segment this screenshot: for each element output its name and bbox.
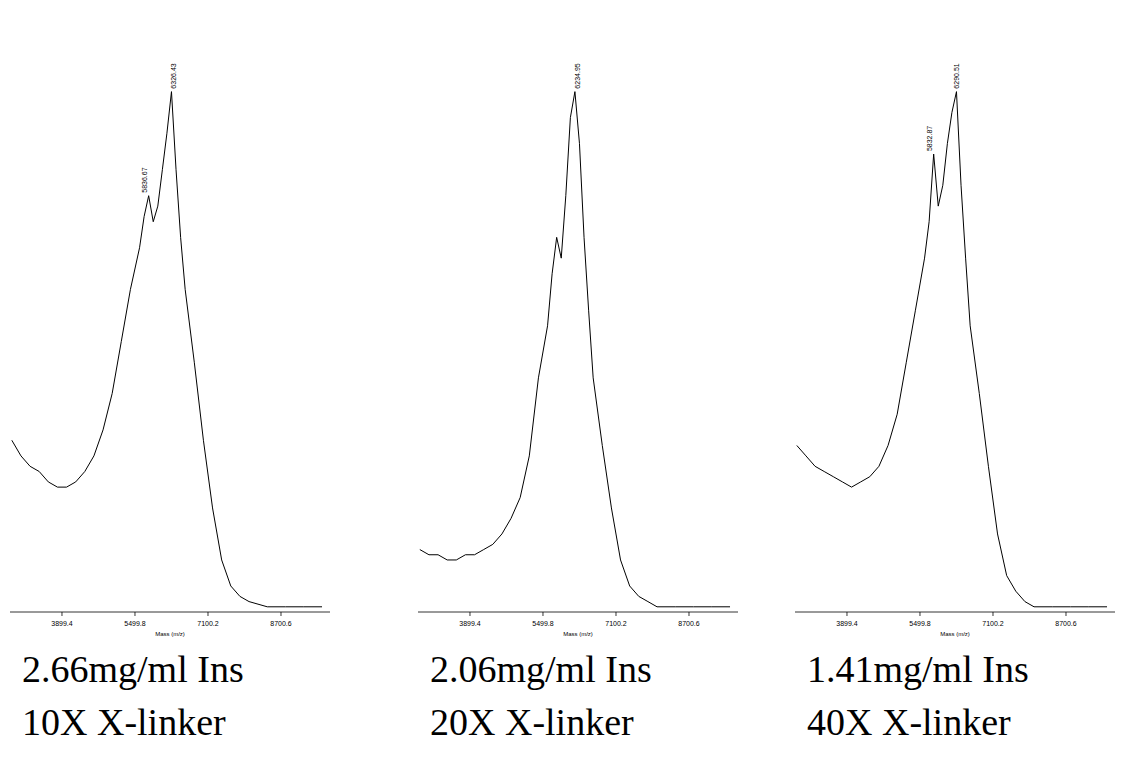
x-tick	[207, 612, 208, 616]
x-axis	[418, 612, 738, 613]
x-tick	[280, 612, 281, 616]
x-tick-label: 8700.6	[1055, 620, 1077, 627]
x-tick	[846, 612, 847, 616]
x-tick	[919, 612, 920, 616]
x-tick-label: 7100.2	[982, 620, 1004, 627]
caption-line-2: 40X X-linker	[807, 701, 1011, 743]
panel: 3899.4 5499.8 7100.2 8700.6 Mass (m/z) 6326.4…	[10, 63, 330, 743]
caption-line-2: 10X X-linker	[22, 701, 226, 743]
x-tick	[688, 612, 689, 616]
peak-label: 6326.43	[170, 63, 177, 88]
x-axis	[795, 612, 1115, 613]
caption-line-1: 2.66mg/ml Ins	[22, 648, 244, 690]
x-tick-label: 3899.4	[459, 620, 481, 627]
spectrum-line	[12, 92, 322, 607]
caption-line-2: 20X X-linker	[430, 701, 634, 743]
spectrum-line	[420, 92, 730, 607]
panel: 3899.4 5499.8 7100.2 8700.6 Mass (m/z) 6234.9…	[418, 63, 738, 743]
peak-label: 5836.67	[141, 167, 148, 192]
peak-label: 6290.51	[953, 63, 960, 88]
x-axis-title: Mass (m/z)	[940, 631, 970, 637]
peak-label: 5832.87	[926, 126, 933, 151]
x-tick	[542, 612, 543, 616]
x-axis	[10, 612, 330, 613]
x-tick-label: 8700.6	[270, 620, 292, 627]
plot-area	[12, 92, 322, 607]
x-tick-label: 8700.6	[678, 620, 700, 627]
x-tick	[992, 612, 993, 616]
x-tick	[1065, 612, 1066, 616]
x-tick	[134, 612, 135, 616]
x-axis-title: Mass (m/z)	[563, 631, 593, 637]
x-tick-label: 7100.2	[605, 620, 627, 627]
x-tick-label: 3899.4	[836, 620, 858, 627]
x-tick-label: 7100.2	[197, 620, 219, 627]
caption-line-1: 1.41mg/ml Ins	[807, 648, 1029, 690]
plot-area	[420, 92, 730, 607]
plot-area	[797, 92, 1107, 607]
x-tick	[61, 612, 62, 616]
x-tick-label: 3899.4	[51, 620, 73, 627]
x-axis-title: Mass (m/z)	[155, 631, 185, 637]
x-tick-label: 5499.8	[909, 620, 931, 627]
x-tick	[469, 612, 470, 616]
peak-label: 6234.95	[574, 63, 581, 88]
x-tick	[615, 612, 616, 616]
caption-line-1: 2.06mg/ml Ins	[430, 648, 652, 690]
x-tick-label: 5499.8	[532, 620, 554, 627]
spectrum-line	[797, 92, 1107, 607]
panel: 3899.4 5499.8 7100.2 8700.6 Mass (m/z) 6290.5…	[795, 63, 1115, 743]
figure: 3899.4 5499.8 7100.2 8700.6 Mass (m/z) 6326.4…	[0, 0, 1136, 780]
x-tick-label: 5499.8	[124, 620, 146, 627]
